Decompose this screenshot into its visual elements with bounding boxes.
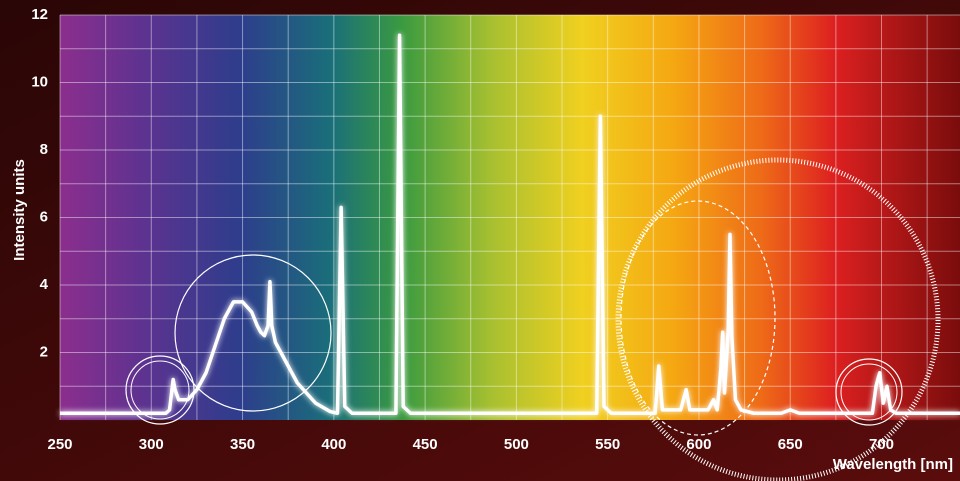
x-axis-label: Wavelength [nm] <box>833 456 953 473</box>
circle <box>174 254 332 412</box>
circle <box>620 200 776 436</box>
y-tick-label: 6 <box>40 208 48 225</box>
y-axis-label: Intensity units <box>11 159 28 261</box>
x-tick-label: 650 <box>778 436 803 453</box>
circle <box>615 157 941 481</box>
y-tick-label: 8 <box>40 141 48 158</box>
x-tick-label: 400 <box>321 436 346 453</box>
x-tick-label: 500 <box>504 436 529 453</box>
plot-area <box>60 15 960 420</box>
decor-circles <box>125 157 941 481</box>
circle <box>130 360 190 420</box>
x-tick-label: 700 <box>869 436 894 453</box>
x-tick-label: 550 <box>595 436 620 453</box>
x-tick-label: 450 <box>413 436 438 453</box>
x-tick-label: 600 <box>686 436 711 453</box>
circle <box>835 358 903 426</box>
y-tick-label: 12 <box>31 6 48 23</box>
x-tick-label: 250 <box>47 436 72 453</box>
circle <box>840 363 898 421</box>
y-tick-label: 4 <box>40 276 49 293</box>
x-tick-label: 350 <box>230 436 255 453</box>
grid <box>59 14 960 420</box>
x-tick-label: 300 <box>139 436 164 453</box>
y-tick-label: 2 <box>40 343 48 360</box>
circle <box>125 355 195 425</box>
spectrum-line <box>60 33 960 415</box>
y-tick-label: 10 <box>31 73 48 90</box>
